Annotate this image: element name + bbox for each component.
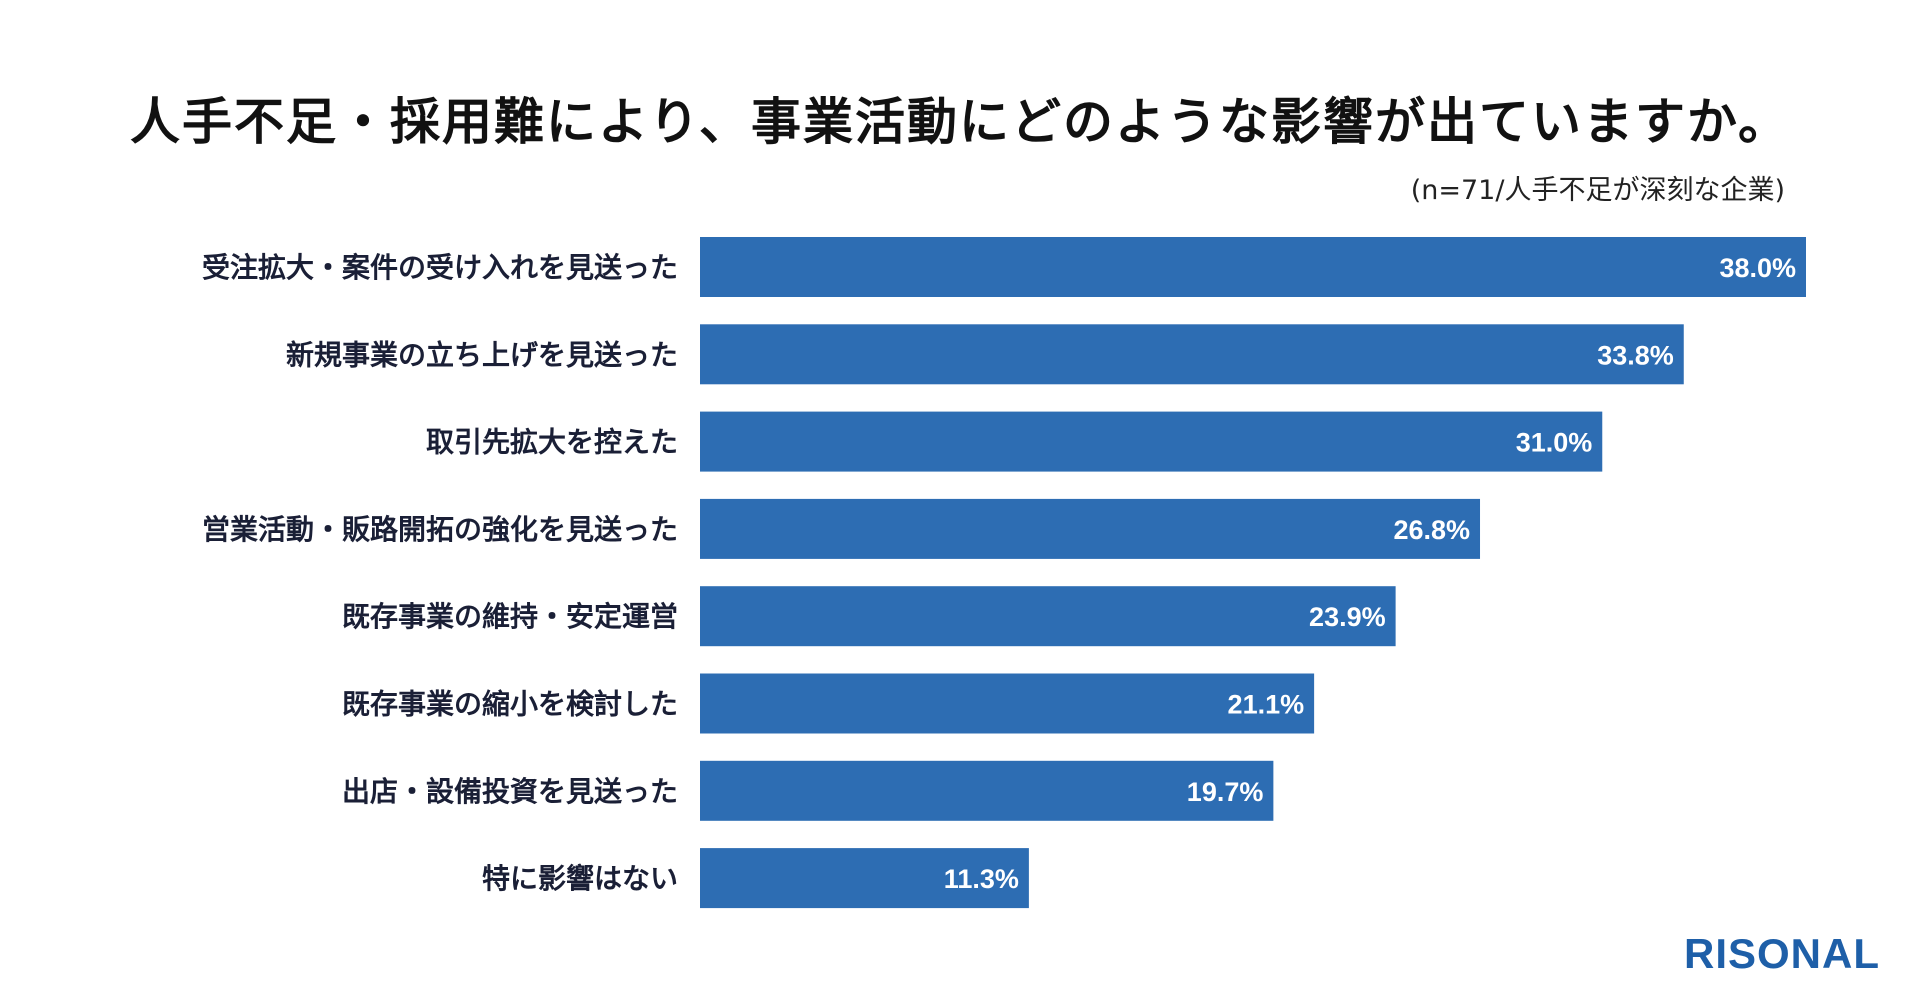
bar-6 [700,673,1315,734]
bar-3 [700,411,1603,472]
value-label-2: 33.8% [1597,340,1674,370]
value-label-1: 38.0% [1719,253,1796,283]
category-label-3: 取引先拡大を控えた [426,426,678,459]
value-label-6: 21.1% [1228,690,1305,720]
value-label-4: 26.8% [1393,515,1470,545]
value-label-8: 11.3% [944,864,1019,894]
category-label-2: 新規事業の立ち上げを見送った [286,338,678,371]
bar-8 [700,848,1029,909]
category-label-8: 特に影響はない [482,862,678,895]
brand-logo: RISONAL [1684,930,1880,977]
chart-subtitle: (n=71/人手不足が深刻な企業) [1410,175,1785,206]
category-label-1: 受注拡大・案件の受け入れを見送った [202,251,678,284]
value-label-5: 23.9% [1309,602,1386,632]
chart-title: 人手不足・採用難により、事業活動にどのような影響が出ていますか。 [130,93,1790,151]
bar-2 [700,324,1684,385]
bar-7 [700,760,1274,821]
value-label-3: 31.0% [1516,428,1593,458]
bar-4 [700,498,1481,559]
category-label-5: 既存事業の維持・安定運営 [342,600,678,633]
category-label-4: 営業活動・販路開拓の強化を見送った [202,513,678,546]
category-label-6: 既存事業の縮小を検討した [342,688,678,721]
value-label-7: 19.7% [1187,777,1264,807]
bar-1 [700,237,1806,297]
bar-5 [700,586,1396,647]
category-label-7: 出店・設備投資を見送った [342,775,678,808]
